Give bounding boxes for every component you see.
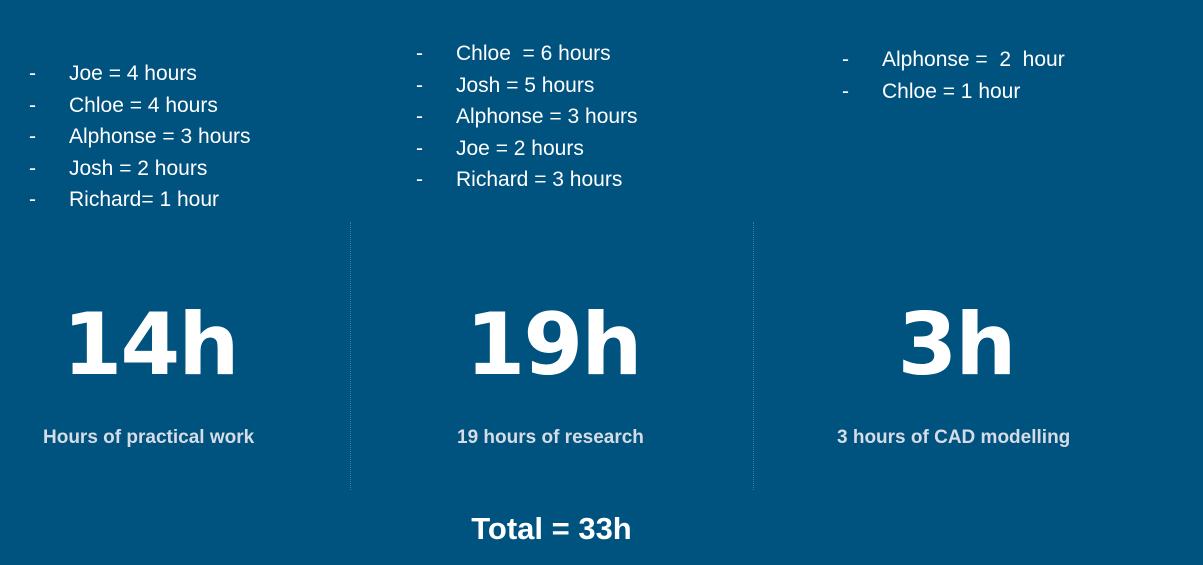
list-item-text: Joe = 2 hours xyxy=(456,136,584,160)
bullet-dash: - xyxy=(416,42,423,65)
cad-modelling-total: 3h xyxy=(897,295,1016,395)
practical-work-caption: Hours of practical work xyxy=(43,427,255,448)
list-item-text: Josh = 2 hours xyxy=(69,156,208,180)
bullet-dash: - xyxy=(29,156,36,180)
list-item-text: Alphonse = 3 hours xyxy=(69,125,251,148)
bullet-dash: - xyxy=(842,79,849,103)
bullet-dash: - xyxy=(416,105,423,128)
bullet-dash: - xyxy=(842,48,849,71)
grand-total: Total = 33h xyxy=(471,511,632,546)
list-item: - Alphonse = 3 hours xyxy=(416,101,638,133)
bullet-dash: - xyxy=(416,168,423,191)
research-caption: 19 hours of research xyxy=(457,427,644,448)
bullet-dash: - xyxy=(29,188,36,211)
list-item: - Chloe = 4 hours xyxy=(29,90,251,122)
list-item: - Joe = 2 hours xyxy=(416,133,638,165)
list-item: - Josh = 2 hours xyxy=(29,153,251,185)
bullet-dash: - xyxy=(29,125,36,148)
bullet-dash: - xyxy=(29,93,36,117)
column-divider xyxy=(753,222,754,490)
research-total: 19h xyxy=(465,295,643,395)
list-item-text: Josh = 5 hours xyxy=(456,73,595,97)
list-item: - Chloe = 6 hours xyxy=(416,38,638,70)
bullet-dash: - xyxy=(416,73,423,97)
cad-modelling-list: - Alphonse = 2 hour - Chloe = 1 hour xyxy=(842,44,1065,107)
list-item: - Chloe = 1 hour xyxy=(842,76,1065,108)
practical-work-list: - Joe = 4 hours - Chloe = 4 hours - Alphons… xyxy=(29,58,251,216)
research-list: - Chloe = 6 hours - Josh = 5 hours - Alphon… xyxy=(416,38,638,196)
list-item-text: Chloe = 6 hours xyxy=(456,42,611,65)
list-item-text: Alphonse = 2 hour xyxy=(882,48,1065,71)
column-divider xyxy=(350,222,351,490)
bullet-dash: - xyxy=(416,136,423,160)
list-item-text: Richard= 1 hour xyxy=(69,188,220,211)
bullet-dash: - xyxy=(29,62,36,85)
list-item-text: Richard = 3 hours xyxy=(456,168,623,191)
list-item: - Richard = 3 hours xyxy=(416,164,638,196)
list-item-text: Chloe = 4 hours xyxy=(69,93,218,117)
list-item-text: Chloe = 1 hour xyxy=(882,79,1021,103)
cad-modelling-caption: 3 hours of CAD modelling xyxy=(837,427,1071,448)
list-item-text: Alphonse = 3 hours xyxy=(456,105,638,128)
list-item: - Alphonse = 3 hours xyxy=(29,121,251,153)
list-item-text: Joe = 4 hours xyxy=(69,62,197,85)
list-item: - Joe = 4 hours xyxy=(29,58,251,90)
list-item: - Alphonse = 2 hour xyxy=(842,44,1065,76)
list-item: - Josh = 5 hours xyxy=(416,70,638,102)
list-item: - Richard= 1 hour xyxy=(29,184,251,216)
practical-work-total: 14h xyxy=(62,295,240,395)
